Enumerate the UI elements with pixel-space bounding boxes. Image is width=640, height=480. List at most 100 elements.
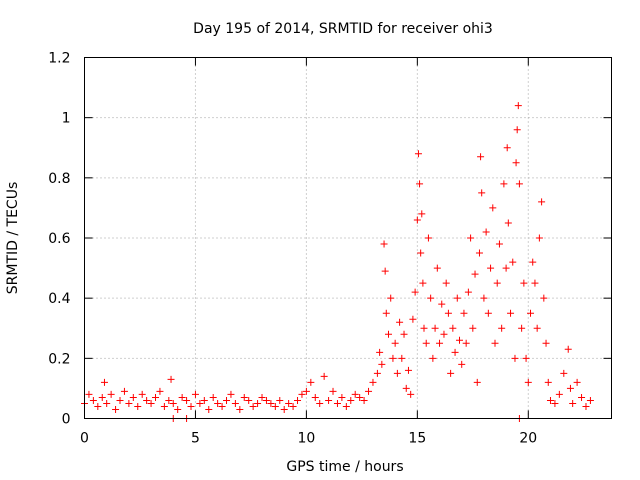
data-point: [498, 324, 506, 332]
data-point: [258, 393, 266, 401]
data-point: [342, 402, 350, 410]
data-point: [564, 345, 572, 353]
data-point: [514, 102, 522, 110]
data-point: [555, 390, 563, 398]
data-point: [407, 390, 415, 398]
data-point: [444, 309, 452, 317]
data-point: [205, 405, 213, 413]
data-point: [398, 354, 406, 362]
data-point: [271, 402, 279, 410]
y-axis-label: SRMTID / TECUs: [5, 182, 21, 295]
y-tick-label: 0.6: [48, 231, 70, 247]
data-point: [447, 369, 455, 377]
data-point: [294, 396, 302, 404]
data-point: [475, 249, 483, 257]
data-point: [531, 279, 539, 287]
data-point: [546, 396, 554, 404]
data-point: [262, 396, 270, 404]
data-point: [582, 402, 590, 410]
data-point: [551, 399, 559, 407]
data-point: [391, 339, 399, 347]
data-point: [533, 324, 541, 332]
x-tick-label: 15: [408, 431, 426, 447]
data-point: [529, 258, 537, 266]
data-point: [524, 378, 532, 386]
data-point: [491, 339, 499, 347]
data-point: [138, 390, 146, 398]
data-point: [365, 387, 373, 395]
data-point: [451, 348, 459, 356]
data-point: [167, 375, 175, 383]
data-point: [285, 399, 293, 407]
data-point: [276, 396, 284, 404]
x-tick-label: 20: [519, 431, 537, 447]
data-point: [240, 393, 248, 401]
data-point: [473, 378, 481, 386]
data-point: [191, 390, 199, 398]
data-point: [165, 396, 173, 404]
data-point: [94, 402, 102, 410]
data-point: [103, 399, 111, 407]
data-point: [511, 354, 519, 362]
data-point: [169, 399, 177, 407]
data-point: [522, 354, 530, 362]
data-point: [389, 354, 397, 362]
data-point: [469, 324, 477, 332]
data-point: [560, 369, 568, 377]
x-tick-label: 5: [191, 431, 200, 447]
x-tick-label: 10: [297, 431, 315, 447]
data-point: [573, 378, 581, 386]
data-point: [329, 387, 337, 395]
data-point: [477, 153, 485, 161]
data-point: [438, 300, 446, 308]
data-point: [458, 360, 466, 368]
data-point: [351, 390, 359, 398]
data-point: [289, 402, 297, 410]
data-point: [449, 324, 457, 332]
data-point: [384, 330, 392, 338]
x-axis-label: GPS time / hours: [286, 459, 403, 475]
data-point: [482, 228, 490, 236]
data-point: [417, 249, 425, 257]
data-point: [503, 144, 511, 152]
data-point: [143, 396, 151, 404]
data-point: [120, 387, 128, 395]
data-point: [422, 339, 430, 347]
data-point: [380, 240, 388, 248]
data-point: [440, 330, 448, 338]
data-point: [436, 339, 444, 347]
data-point: [419, 279, 427, 287]
data-point: [378, 360, 386, 368]
data-point: [520, 279, 528, 287]
data-point: [404, 366, 412, 374]
y-tick-label: 1.2: [48, 51, 70, 67]
data-point: [489, 204, 497, 212]
data-point: [460, 309, 468, 317]
data-point: [160, 402, 168, 410]
data-point: [298, 390, 306, 398]
data-point: [453, 294, 461, 302]
data-point: [156, 387, 164, 395]
data-point: [538, 198, 546, 206]
data-point: [586, 396, 594, 404]
data-point: [134, 402, 142, 410]
y-tick-label: 0.2: [48, 351, 70, 367]
data-point: [535, 234, 543, 242]
data-point: [431, 324, 439, 332]
data-point: [325, 396, 333, 404]
data-point: [223, 396, 231, 404]
data-point: [420, 324, 428, 332]
data-point: [467, 234, 475, 242]
data-point: [544, 378, 552, 386]
y-tick-label: 0.8: [48, 171, 70, 187]
data-point: [413, 216, 421, 224]
data-point: [464, 288, 472, 296]
y-tick-label: 0: [62, 412, 71, 428]
data-point: [487, 264, 495, 272]
data-point: [196, 399, 204, 407]
data-point: [462, 339, 470, 347]
data-point: [429, 354, 437, 362]
data-point: [376, 348, 384, 356]
data-point: [311, 393, 319, 401]
